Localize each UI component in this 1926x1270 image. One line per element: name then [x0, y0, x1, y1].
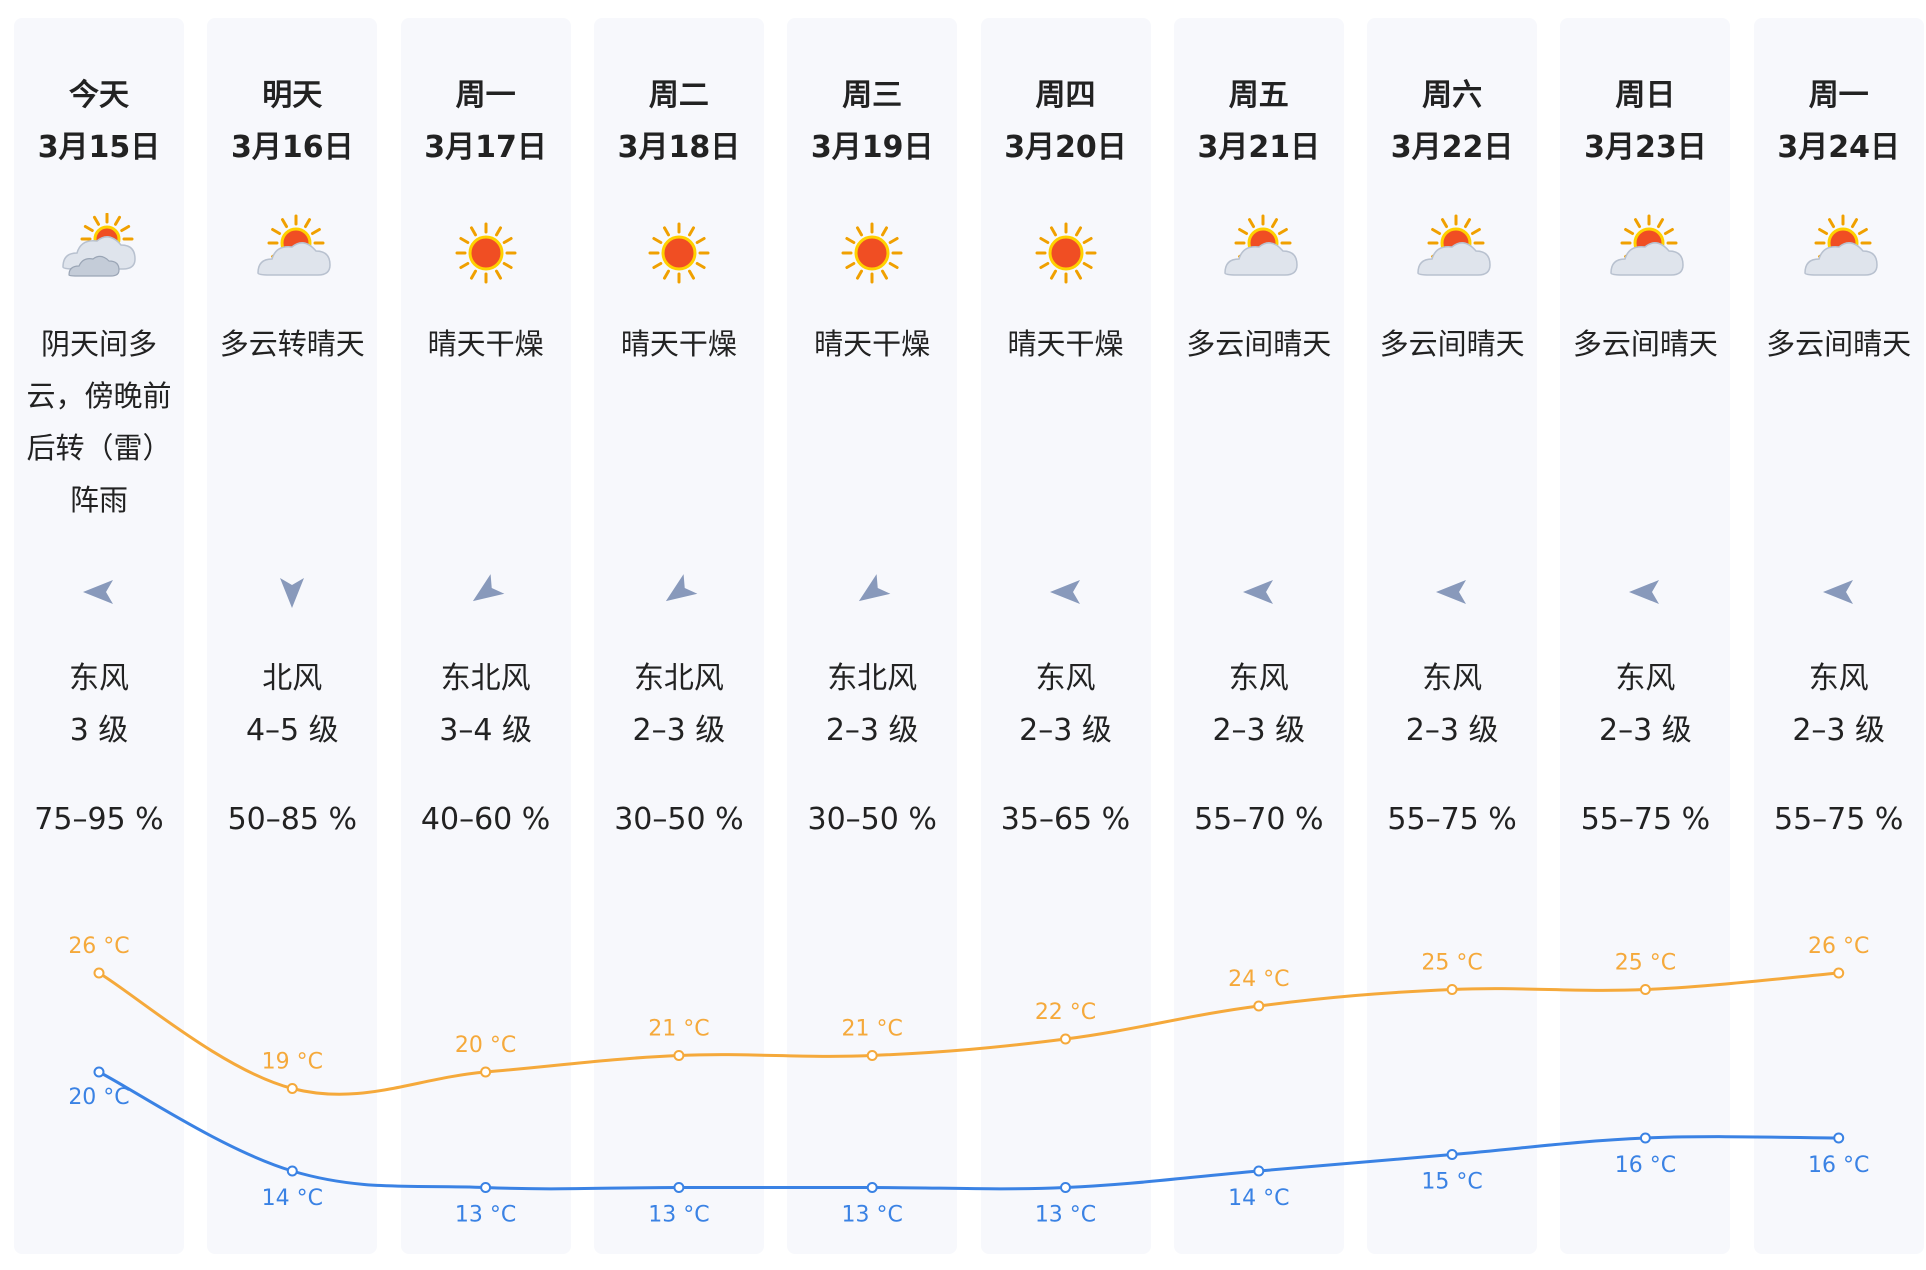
- day-name: 明天: [262, 78, 323, 113]
- day-date: 3月20日: [1004, 130, 1127, 165]
- day-date: 3月19日: [810, 130, 934, 165]
- partly-cloudy-icon: [1224, 214, 1298, 276]
- sunny-icon: [841, 222, 903, 284]
- partly-cloudy-icon: [257, 214, 332, 276]
- wind-level: 2–3 级: [1792, 713, 1886, 748]
- wind-direction: 北风: [262, 661, 323, 696]
- weather-description: 多云转晴天: [219, 327, 365, 361]
- sunny-icon: [455, 222, 517, 284]
- day-column: 周一 3月17日晴天干燥东北风 3–4 级 40–60 %: [400, 18, 571, 1254]
- humidity: 50–85 %: [227, 802, 357, 837]
- wind-level: 2–3 级: [1405, 713, 1499, 748]
- north-wind-arrow-icon: [280, 578, 305, 608]
- day-date: 3月21日: [1197, 130, 1321, 165]
- day-column: 今天 3月15日阴天间多云，傍晚前后转（雷）阵雨东风 3 级 75–95 %: [14, 18, 184, 1254]
- day-date: 3月18日: [617, 130, 741, 165]
- day-name: 周日: [1615, 78, 1676, 113]
- wind-level: 3 级: [69, 713, 129, 748]
- day-column: 周六 3月22日多云间晴天东风 2–3 级 55–75 %: [1367, 18, 1538, 1254]
- wind-level: 3–4 级: [439, 713, 532, 748]
- east-wind-arrow-icon: [1242, 580, 1273, 604]
- day-column: 周三 3月19日晴天干燥东北风 2–3 级 30–50 %: [787, 18, 958, 1254]
- humidity: 55–75 %: [1773, 802, 1904, 837]
- east-wind-arrow-icon: [1436, 580, 1467, 604]
- day-date: 3月16日: [230, 130, 354, 165]
- wind-level: 2–3 级: [632, 713, 726, 748]
- east-wind-arrow-icon: [1822, 580, 1853, 604]
- sunny-icon: [1035, 222, 1096, 284]
- wind-direction: 东风: [1615, 661, 1676, 696]
- day-date: 3月17日: [424, 130, 547, 165]
- day-name: 周二: [648, 78, 709, 113]
- day-date: 3月22日: [1390, 130, 1514, 165]
- partly-cloudy-icon: [1610, 214, 1685, 276]
- wind-direction: 东风: [1228, 661, 1289, 696]
- partly-cloudy-icon: [1417, 214, 1491, 276]
- northeast-wind-arrow-icon: [859, 574, 891, 602]
- wind-level: 2–3 级: [1599, 713, 1692, 748]
- wind-level: 2–3 级: [1019, 713, 1112, 748]
- humidity: 30–50 %: [614, 802, 744, 837]
- humidity: 55–70 %: [1194, 802, 1324, 837]
- partly-cloudy-icon: [1803, 214, 1878, 276]
- sunny-icon: [648, 222, 710, 284]
- day-column: 周四 3月20日晴天干燥东风 2–3 级 35–65 %: [980, 18, 1151, 1254]
- weather-description: 多云间晴天: [1379, 327, 1525, 361]
- day-column: 周一 3月24日多云间晴天东风 2–3 级 55–75 %: [1753, 18, 1924, 1254]
- day-name: 周一: [1808, 78, 1869, 113]
- day-name: 周三: [842, 78, 903, 113]
- humidity: 55–75 %: [1387, 802, 1517, 837]
- east-wind-arrow-icon: [1049, 580, 1080, 604]
- day-name: 周四: [1035, 78, 1096, 113]
- east-wind-arrow-icon: [1629, 580, 1660, 604]
- weather-description: 晴天干燥: [1007, 327, 1124, 361]
- northeast-wind-arrow-icon: [472, 574, 504, 602]
- cloudy-sun-icon: [62, 213, 136, 277]
- wind-direction: 东风: [1808, 661, 1869, 696]
- humidity: 30–50 %: [807, 802, 937, 837]
- day-name: 今天: [69, 78, 129, 113]
- day-column: 周二 3月18日晴天干燥东北风 2–3 级 30–50 %: [593, 18, 764, 1254]
- weather-description: 多云间晴天: [1186, 327, 1332, 361]
- wind-direction: 东北风: [440, 661, 531, 696]
- weather-description: 晴天干燥: [427, 327, 544, 361]
- day-name: 周六: [1422, 78, 1483, 113]
- northeast-wind-arrow-icon: [665, 574, 698, 602]
- wind-level: 4–5 级: [245, 713, 339, 748]
- humidity: 35–65 %: [1000, 802, 1131, 837]
- day-name: 周五: [1228, 78, 1289, 113]
- weather-description: 阴天间多云，傍晚前后转（雷）阵雨: [26, 327, 172, 517]
- humidity: 40–60 %: [420, 802, 551, 837]
- humidity: 55–75 %: [1580, 802, 1711, 837]
- wind-direction: 东北风: [633, 661, 724, 696]
- wind-direction: 东风: [69, 661, 129, 696]
- day-date: 3月15日: [37, 130, 161, 165]
- weather-description: 晴天干燥: [814, 327, 931, 361]
- day-column: 周日 3月23日多云间晴天东风 2–3 级 55–75 %: [1560, 18, 1731, 1254]
- weather-description: 晴天干燥: [620, 327, 737, 361]
- day-date: 3月24日: [1777, 130, 1900, 165]
- day-date: 3月23日: [1584, 130, 1707, 165]
- wind-direction: 东北风: [827, 661, 918, 696]
- wind-direction: 东风: [1035, 661, 1096, 696]
- weather-description: 多云间晴天: [1766, 327, 1912, 361]
- east-wind-arrow-icon: [83, 580, 113, 604]
- wind-level: 2–3 级: [825, 713, 919, 748]
- wind-level: 2–3 级: [1212, 713, 1306, 748]
- weather-description: 多云间晴天: [1572, 327, 1718, 361]
- day-name: 周一: [455, 78, 516, 113]
- humidity: 75–95 %: [34, 802, 164, 837]
- day-column: 明天 3月16日多云转晴天北风 4–5 级 50–85 %: [207, 18, 378, 1254]
- day-column: 周五 3月21日多云间晴天东风 2–3 级 55–70 %: [1173, 18, 1344, 1254]
- wind-direction: 东风: [1422, 661, 1483, 696]
